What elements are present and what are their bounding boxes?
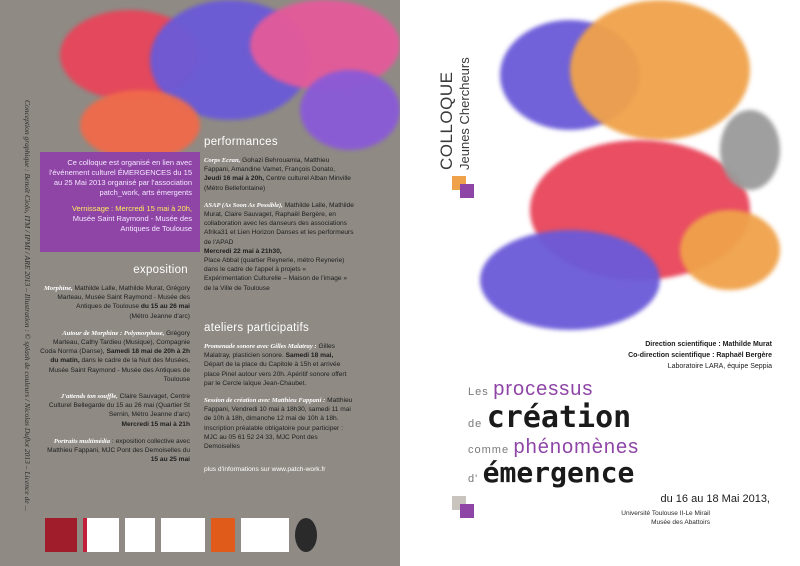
expo-1-place: (Métro Jeanne d'arc) [129,312,190,320]
splash-orange-right [570,0,750,140]
title-de: de [468,418,483,430]
exposition-title: exposition [133,264,188,276]
title-comme: comme [468,444,510,456]
accent-square [460,504,474,518]
title-phenomenes: phénomènes [513,436,640,458]
perf-2-date: Mercredi 22 mai à 21h30, [204,247,282,255]
logo-utm [83,518,119,552]
expo-2-date: Samedi 18 mai de 20h à 2h du matin, [50,348,190,365]
perf-2-text: Mathilde Lalle, Mathilde Murat, Claire S… [204,201,354,246]
perf-item: ASAP (As Soon As Possible), Mathilde Lal… [204,201,354,293]
perf-1-date: Jeudi 16 mai à 20h, [204,175,265,183]
venue-2: Musée des Abattoirs [651,518,710,526]
perf-2-title: ASAP (As Soon As Possible), [204,201,283,209]
perf-2-place: Place Abbal (quartier Reynerie, métro Re… [204,257,348,292]
intro-text-wrapper: Ce colloque est organisé en lien avec l'… [48,158,192,234]
title-d: d' [468,473,479,485]
expo-2-text: Grégory Marteau, Cathy Tardieu (Musique)… [40,329,190,356]
spine: Conception graphique : Benoît Ciolo, ITM… [0,0,40,566]
intro-box: Ce colloque est organisé en lien avec l'… [40,152,200,252]
logo-region [211,518,235,552]
expo-4-date: 15 au 25 mai [150,456,190,464]
splash-violet-right-2 [480,230,660,330]
logo-universite-toulouse [45,518,77,552]
title-creation: création [486,400,632,435]
expo-4-title: Portraits multimédia [53,437,111,445]
expo-item: Autour de Morphine : Polymorphose, Grégo… [40,329,190,384]
left-panel: Conception graphique : Benoît Ciolo, ITM… [0,0,400,566]
expo-1-title: Morphine, [43,285,73,292]
venue: Université Toulouse II-Le Mirail Musée d… [550,510,710,527]
perf-item: Corps Ecran, Gohazi Behrouamia, Matthieu… [204,156,354,193]
venue-1: Université Toulouse II-Le Mirail [621,510,710,517]
atel-2-text: Matthieu Fappani, Vendredi 10 mai à 18h3… [204,397,353,451]
accent-square [460,184,474,198]
expo-2-title: Autour de Morphine : Polymorphose, [62,329,165,337]
logo-patch-work [161,518,205,552]
more-info-link[interactable]: plus d'informations sur www.patch-work.f… [204,466,326,474]
colloque-vertical-title: COLLOQUE Jeunes Chercheurs [437,40,472,170]
expo-3-date: Mercredi 15 mai à 21h [121,420,190,428]
title-row-3: comme phénomènes [468,436,639,459]
expo-3-title: J'attends ton souffle, [60,393,118,401]
ateliers-title: ateliers participatifs [204,322,310,334]
logo-vortex [295,518,317,552]
logo-lara [125,518,155,552]
performances-title: performances [204,136,278,148]
title-emergence: émergence [482,456,635,489]
title-les: Les [468,386,489,398]
atel-1-date: Samedi 18 mai, [285,352,334,360]
exposition-column: Morphine, Mathilde Lalle, Mathilde Murat… [40,284,190,472]
jeunes-chercheurs-label: Jeunes Chercheurs [457,57,472,170]
logo-abattoirs [345,518,357,552]
codirection-line: Co-direction scientifique : Raphaël Berg… [628,352,772,359]
perf-1-text: Gohazi Behrouamia, Matthieu Fappani, Ama… [204,157,336,174]
perf-1-place: Centre culturel Alban Minville (Métro Be… [204,175,351,192]
vernissage: Vernissage : Mercredi 15 mai à 20h, Musé… [48,204,192,234]
splash-grey-right [720,110,780,190]
title-processus: processus [493,378,594,400]
splash-violet-2 [300,70,400,150]
title-row-1: Les processus [468,378,593,401]
expo-2-place: dans le cadre de la Nuit des Musées, Mus… [48,357,190,383]
expo-4-text: : exposition collective avec Matthieu Fa… [47,437,190,455]
expo-1-date: du 15 au 26 mai [140,303,190,311]
perf-1-title: Corps Ecran, [204,157,241,164]
spine-credits: Conception graphique : Benoît Ciolo, ITM… [23,100,32,512]
right-panel: COLLOQUE Jeunes Chercheurs Direction sci… [400,0,800,566]
splash-orange-right-2 [680,210,780,290]
atel-2-title: Session de création avec Matthieu Fappan… [204,397,326,405]
logo-irit [241,518,289,552]
event-dates: du 16 au 18 Mai 2013, [660,493,770,505]
expo-item: J'attends ton souffle, Claire Sauvaget, … [40,392,190,429]
vernissage-label: Vernissage : Mercredi 15 mai à 20h, [71,204,192,213]
splash-orange [80,90,200,160]
atelier-item: Promenade sonore avec Gilles Malatray : … [204,342,354,388]
expo-1-text: Mathilde Lalle, Mathilde Murat, Grégory … [57,285,190,311]
atel-1-place: Départ de la place du Capitole à 15h et … [204,361,347,387]
laboratory-line: Laboratoire LARA, équipe Seppia [667,363,772,370]
atel-1-text: Gilles Malatray, plasticien sonore. [204,343,335,360]
ateliers-column: Promenade sonore avec Gilles Malatray : … [204,342,354,474]
atelier-item: Session de création avec Matthieu Fappan… [204,396,354,451]
performances-column: Corps Ecran, Gohazi Behrouamia, Matthieu… [204,156,354,301]
expo-item: Portraits multimédia : exposition collec… [40,437,190,465]
direction-line: Direction scientifique : Mathilde Murat [645,341,772,348]
vernissage-place: Musée Saint Raymond - Musée des Antiques… [72,214,192,233]
atel-1-title: Promenade sonore avec Gilles Malatray : [204,343,317,350]
expo-3-text: Claire Sauvaget, Centre Culturel Bellega… [48,393,190,419]
title-row-2: de création [468,400,631,435]
intro-text: Ce colloque est organisé en lien avec l'… [49,158,192,197]
expo-item: Morphine, Mathilde Lalle, Mathilde Murat… [40,284,190,321]
title-row-4: d' émergence [468,456,634,489]
partner-logos [45,518,395,558]
colloque-label: COLLOQUE [437,71,456,170]
